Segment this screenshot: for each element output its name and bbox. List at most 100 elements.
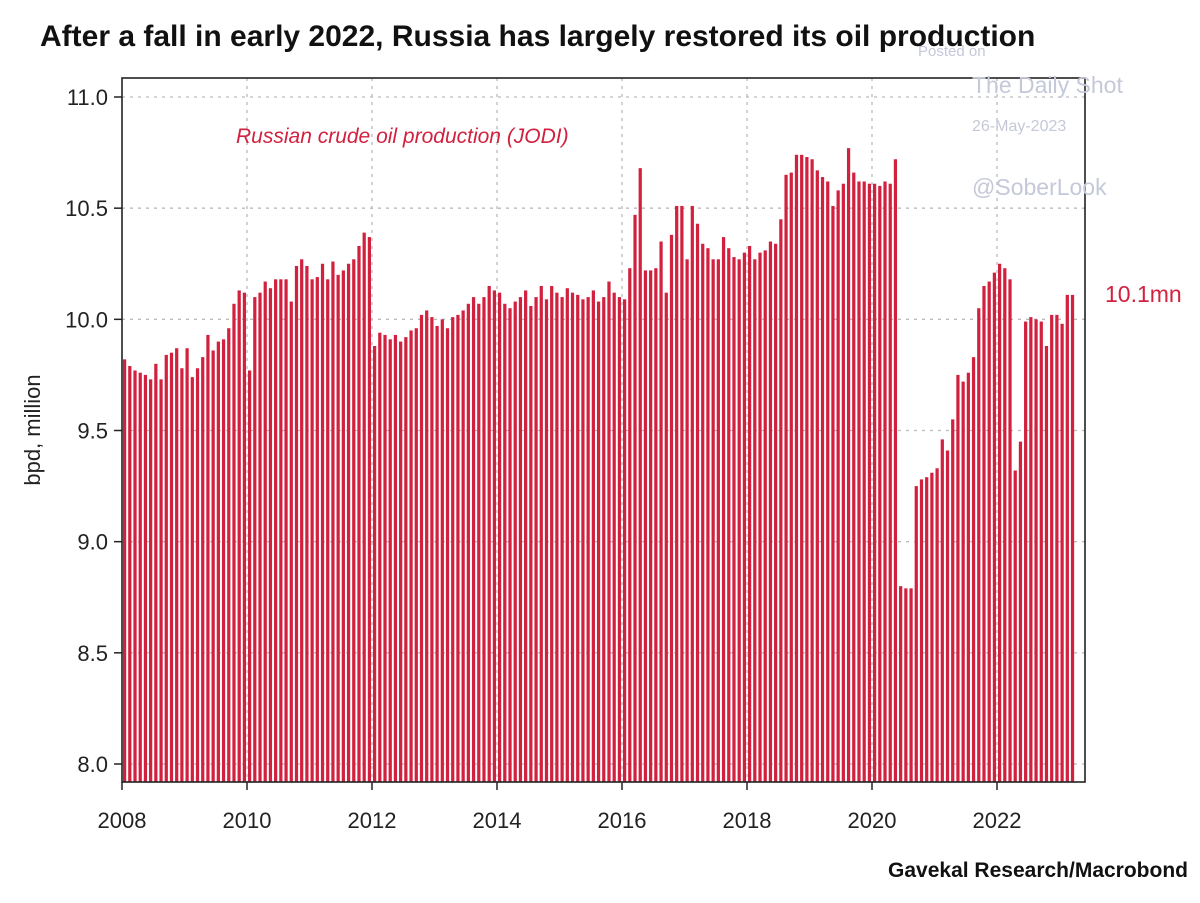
bar xyxy=(508,308,512,782)
bar xyxy=(732,257,736,783)
bar xyxy=(195,368,200,782)
bar xyxy=(128,366,132,782)
bar xyxy=(477,303,481,782)
bar xyxy=(659,241,663,782)
bar xyxy=(690,205,694,782)
bar xyxy=(753,259,757,782)
bar xyxy=(628,268,632,782)
bar xyxy=(263,281,267,782)
bar xyxy=(893,159,898,783)
bar xyxy=(914,486,918,782)
bar xyxy=(133,370,137,782)
bar xyxy=(961,381,965,782)
x-tick-label: 2020 xyxy=(848,808,897,833)
bar xyxy=(305,265,309,782)
bar xyxy=(789,172,793,783)
bar xyxy=(466,303,470,782)
bar xyxy=(935,468,939,782)
bar xyxy=(820,177,825,783)
bar xyxy=(154,363,158,782)
bar xyxy=(409,330,413,782)
bar xyxy=(1008,279,1012,782)
bar xyxy=(425,310,429,782)
bar xyxy=(675,205,679,782)
bar xyxy=(971,357,976,782)
bar xyxy=(862,181,866,782)
watermark-posted: Posted on xyxy=(918,43,986,60)
bar xyxy=(565,288,569,782)
bar xyxy=(617,297,622,782)
bar xyxy=(794,154,799,783)
bar xyxy=(581,299,585,782)
bar xyxy=(997,263,1002,782)
bar xyxy=(159,379,163,782)
bar xyxy=(602,297,606,782)
bar xyxy=(550,285,554,782)
bar xyxy=(221,339,226,782)
bar xyxy=(904,588,908,782)
bar xyxy=(284,279,288,782)
bar xyxy=(888,183,892,782)
bar xyxy=(622,299,627,782)
bar xyxy=(138,372,142,782)
last-value-label: 10.1mn xyxy=(1105,281,1182,307)
bar xyxy=(846,148,851,783)
bar xyxy=(1039,321,1043,782)
bar xyxy=(758,252,762,783)
bar xyxy=(555,292,559,782)
x-tick-label: 2010 xyxy=(223,808,272,833)
bar xyxy=(534,297,538,782)
y-tick-label: 8.5 xyxy=(77,641,108,666)
y-tick-label: 8.0 xyxy=(77,752,108,777)
watermark-handle: @SoberLook xyxy=(972,174,1107,200)
bar xyxy=(815,170,819,782)
bar xyxy=(388,339,392,782)
bar xyxy=(737,259,741,782)
bar xyxy=(930,472,934,782)
bar xyxy=(800,154,804,783)
bar xyxy=(367,237,372,782)
bar xyxy=(362,232,366,782)
bar xyxy=(503,303,507,782)
bar xyxy=(570,292,575,782)
bar xyxy=(982,285,986,782)
watermark-date: 26-May-2023 xyxy=(972,118,1066,135)
series-label: Russian crude oil production (JODI) xyxy=(236,125,569,148)
bar xyxy=(810,159,814,783)
plot-frame xyxy=(121,77,1086,783)
bar xyxy=(1018,441,1023,782)
bar xyxy=(435,326,439,782)
bar xyxy=(836,190,840,782)
bar xyxy=(1034,319,1038,782)
bar xyxy=(878,185,882,782)
bar xyxy=(513,301,517,782)
y-axis-label: bpd, million xyxy=(20,374,45,485)
bar xyxy=(419,314,424,782)
bar xyxy=(664,292,668,782)
bar xyxy=(492,290,497,782)
bar xyxy=(237,290,241,782)
bar xyxy=(1013,470,1017,782)
bar xyxy=(336,274,340,782)
bar xyxy=(274,279,278,782)
bar xyxy=(576,294,580,782)
bar xyxy=(841,183,845,782)
bar xyxy=(596,301,601,782)
bar xyxy=(768,241,773,782)
bar xyxy=(451,317,455,782)
bar xyxy=(310,279,314,782)
bar xyxy=(763,250,767,782)
bar xyxy=(331,261,335,782)
bar xyxy=(524,290,528,782)
y-axis: 8.0 8.5 9.0 9.5 10.0 10.5 11.0 xyxy=(65,85,122,777)
bar xyxy=(164,354,168,782)
bar xyxy=(294,265,299,782)
bar xyxy=(383,334,387,782)
bar xyxy=(779,219,783,783)
bar xyxy=(539,285,543,782)
bar xyxy=(326,279,330,782)
bar xyxy=(279,279,283,782)
bar xyxy=(695,223,700,783)
bar xyxy=(378,332,382,782)
